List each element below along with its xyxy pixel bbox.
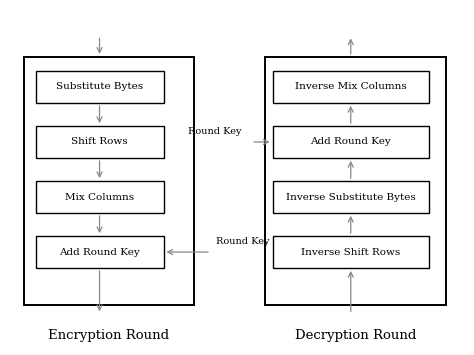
Text: Shift Rows: Shift Rows bbox=[71, 137, 128, 147]
Text: Mix Columns: Mix Columns bbox=[65, 192, 134, 202]
Bar bbox=[24, 57, 194, 305]
Text: Inverse Substitute Bytes: Inverse Substitute Bytes bbox=[286, 192, 416, 202]
Bar bbox=[265, 57, 446, 305]
Bar bbox=[273, 236, 429, 268]
Text: Inverse Mix Columns: Inverse Mix Columns bbox=[295, 82, 407, 92]
Bar bbox=[36, 181, 164, 213]
Text: Round Key: Round Key bbox=[188, 127, 242, 136]
Bar bbox=[36, 236, 164, 268]
Bar bbox=[273, 181, 429, 213]
Bar bbox=[273, 71, 429, 103]
Text: Substitute Bytes: Substitute Bytes bbox=[56, 82, 143, 92]
Bar bbox=[36, 126, 164, 158]
Text: Decryption Round: Decryption Round bbox=[295, 329, 416, 342]
Text: Inverse Shift Rows: Inverse Shift Rows bbox=[301, 247, 401, 257]
Text: Add Round Key: Add Round Key bbox=[310, 137, 391, 147]
Text: Round Key: Round Key bbox=[216, 237, 269, 246]
Bar bbox=[36, 71, 164, 103]
Text: Add Round Key: Add Round Key bbox=[59, 247, 140, 257]
Text: Encryption Round: Encryption Round bbox=[48, 329, 170, 342]
Bar bbox=[273, 126, 429, 158]
